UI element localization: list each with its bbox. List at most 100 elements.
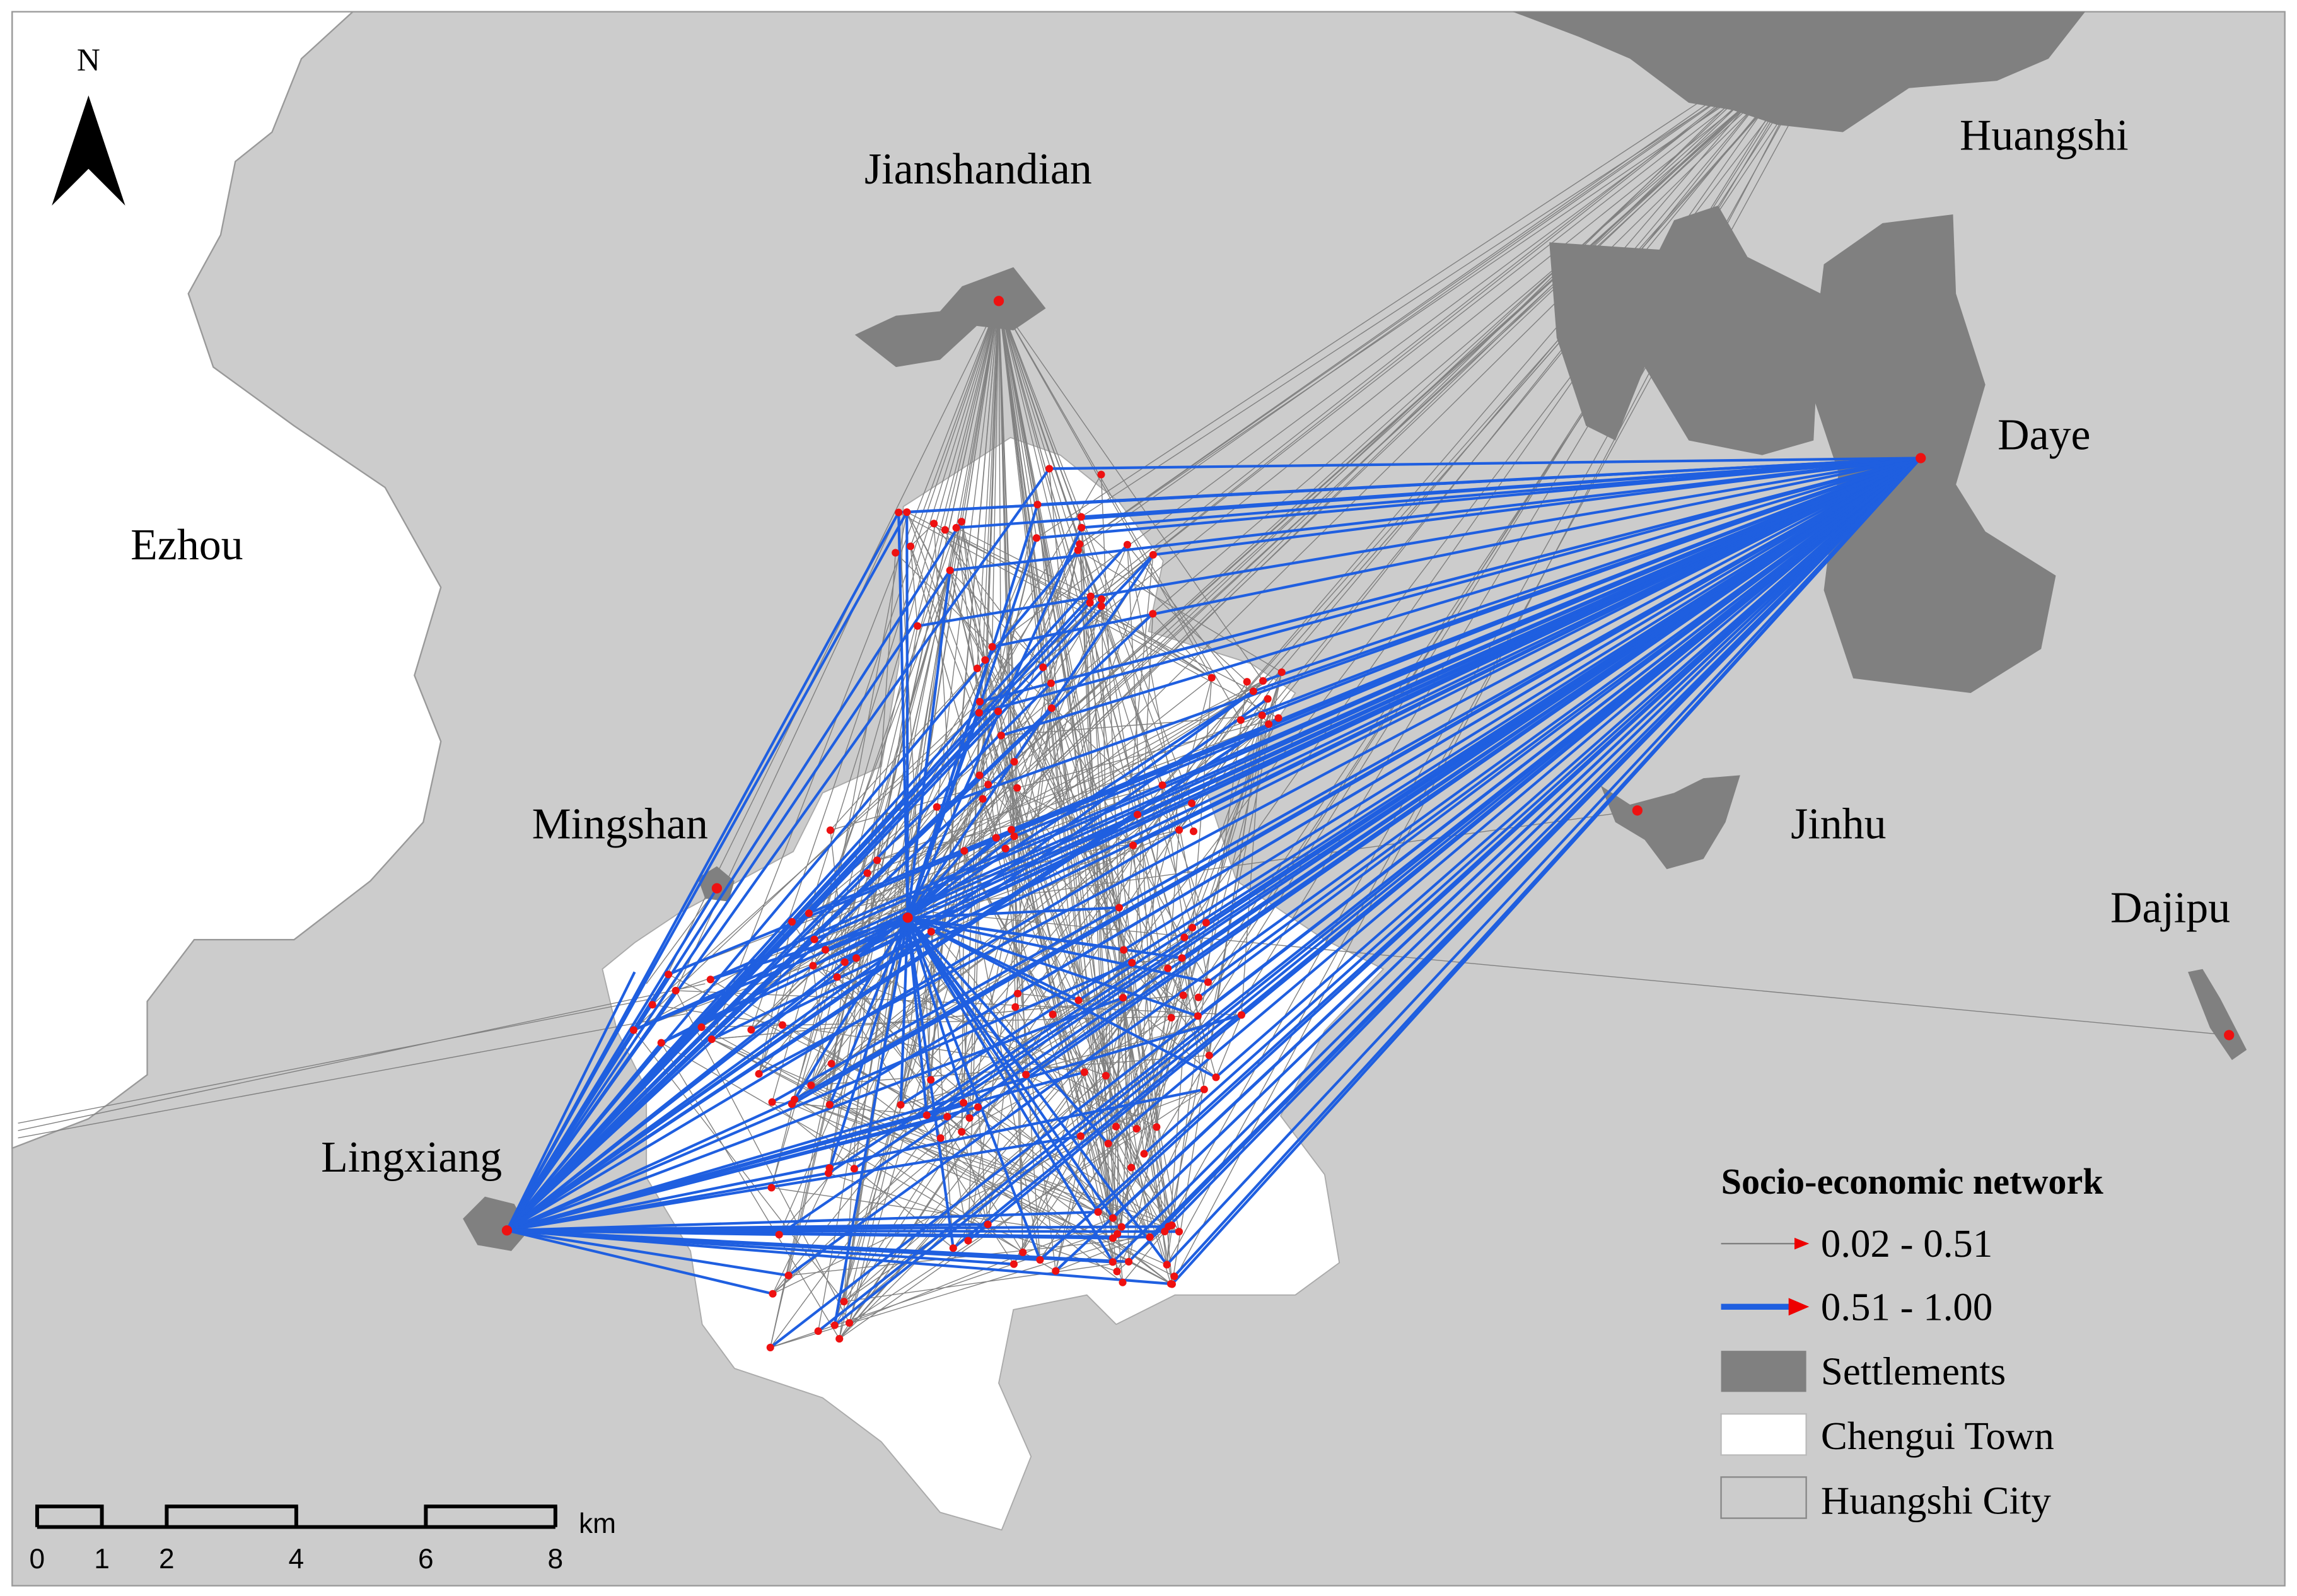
network-link (1123, 845, 1134, 950)
node (993, 296, 1004, 306)
network-link (898, 457, 1921, 514)
network-link (1107, 457, 1922, 1145)
node (672, 986, 680, 995)
scale-tick-label: 8 (548, 1544, 564, 1575)
node (840, 958, 849, 966)
node (1146, 1233, 1154, 1241)
legend-title: Socio-economic network (1721, 1161, 2104, 1202)
network-link (1090, 23, 1835, 603)
network-link (1017, 457, 1922, 995)
network-link (1178, 457, 1922, 832)
node (1175, 1228, 1183, 1236)
network-link (910, 909, 2230, 1036)
node (1632, 805, 1643, 816)
network-link (998, 300, 1264, 682)
network-link (778, 457, 1922, 1236)
node (1074, 996, 1083, 1005)
network-link (998, 301, 1173, 1226)
node (1009, 1260, 1018, 1268)
node (840, 1298, 848, 1306)
network-link (506, 544, 1129, 1232)
network-link (18, 983, 706, 1131)
network-link (839, 994, 1184, 1339)
network-link (1013, 23, 1846, 1265)
node (975, 697, 984, 706)
network-link (1253, 18, 1845, 692)
network-link (770, 1226, 1122, 1348)
network-link (772, 708, 1052, 1295)
node (892, 549, 900, 557)
network-link (967, 17, 1829, 1241)
network-link (794, 1098, 1180, 1232)
network-link (506, 723, 1270, 1232)
network-link (1164, 21, 1839, 1232)
node (1117, 1223, 1125, 1231)
node (1013, 784, 1021, 792)
node (845, 1319, 854, 1327)
node (1045, 465, 1054, 473)
network-link (782, 1024, 1122, 1228)
node (975, 771, 984, 779)
network-link (917, 457, 1921, 627)
network-link (750, 301, 999, 1030)
node (833, 973, 841, 981)
node (1180, 933, 1189, 941)
network-link (506, 1229, 789, 1277)
network-link (979, 457, 1921, 703)
node (1033, 501, 1042, 509)
network-link (1049, 457, 1921, 470)
node (805, 909, 813, 917)
node (1125, 1257, 1133, 1266)
network-link (506, 612, 1154, 1232)
network-link (998, 301, 1173, 1284)
legend-label: 0.51 - 1.00 (1821, 1284, 1992, 1329)
node (984, 781, 992, 789)
network-link (1112, 457, 1922, 1263)
network-link (506, 1098, 795, 1232)
network-link (910, 523, 934, 547)
node (1277, 668, 1286, 677)
scale-bar: km 0 1 2 4 6 8 (30, 1505, 616, 1575)
network-link (1119, 554, 1154, 908)
node (707, 1035, 716, 1044)
node (895, 508, 903, 516)
node (825, 1100, 834, 1109)
network-link (1240, 457, 1922, 721)
network-link (652, 301, 999, 1005)
node (1166, 1279, 1175, 1288)
network-link (711, 301, 999, 1040)
network-link (1049, 469, 1124, 1283)
network-link (977, 301, 999, 669)
node (1076, 540, 1084, 548)
network-link (18, 1012, 691, 1139)
node (711, 883, 723, 894)
network-link (506, 682, 1052, 1232)
network-link (1036, 17, 1829, 539)
network-link (1014, 18, 1845, 837)
node (1115, 904, 1124, 912)
daye-settlement (1809, 214, 2056, 694)
network-link (506, 996, 1124, 1232)
node (1149, 610, 1157, 618)
network-link (771, 1187, 1114, 1239)
jianshandian-settlement (854, 267, 1046, 368)
node (821, 946, 830, 954)
network-link (926, 457, 1922, 1117)
chengui-town-area (602, 436, 1385, 1531)
network-link (506, 1088, 1205, 1232)
network-link (907, 916, 1217, 1079)
node (767, 1184, 776, 1192)
network-link (1183, 699, 1269, 938)
node (1078, 523, 1086, 532)
node (807, 1081, 815, 1090)
node (648, 1001, 656, 1009)
legend-label: Chengui Town (1821, 1414, 2054, 1458)
network-link (854, 301, 999, 1169)
network-link (998, 301, 1120, 908)
node (927, 1076, 935, 1084)
scale-unit: km (579, 1508, 616, 1539)
node (1259, 677, 1267, 685)
node (790, 1095, 799, 1104)
node (809, 962, 817, 970)
